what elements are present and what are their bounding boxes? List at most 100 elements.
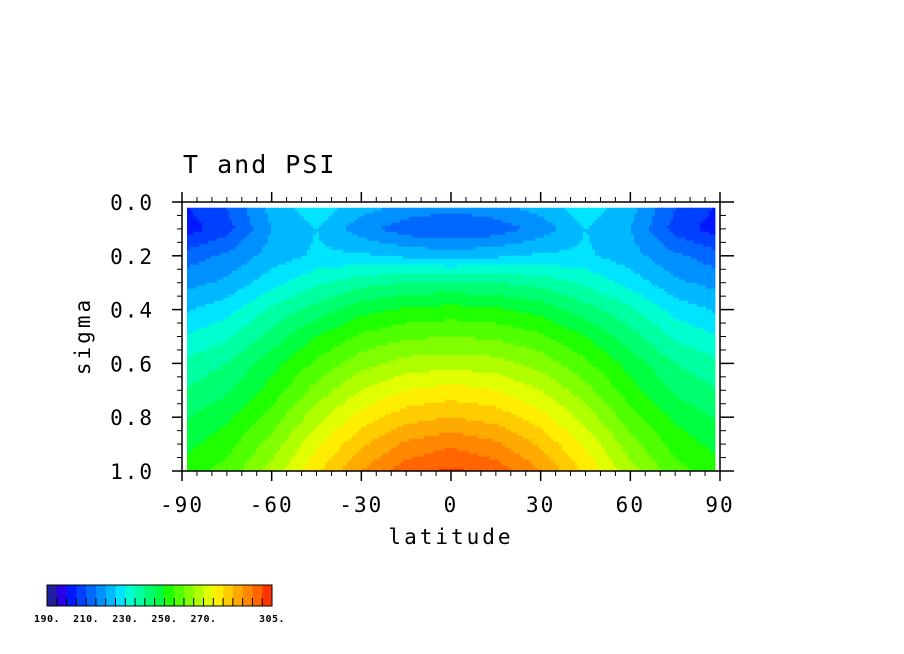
heatmap-cell — [571, 210, 575, 215]
heatmap-cell — [382, 267, 386, 272]
heatmap-cell — [661, 288, 665, 293]
heatmap-cell — [286, 225, 290, 230]
heatmap-cell — [325, 267, 329, 272]
heatmap-cell — [691, 237, 695, 242]
heatmap-cell — [622, 261, 626, 266]
heatmap-cell — [346, 261, 350, 266]
heatmap-cell — [451, 282, 455, 287]
heatmap-cell — [223, 273, 227, 278]
heatmap-cell — [580, 231, 584, 236]
heatmap-cell — [286, 219, 290, 224]
heatmap-cell — [538, 273, 542, 278]
heatmap-cell — [235, 264, 239, 269]
heatmap-cell — [187, 243, 191, 248]
heatmap-cell — [643, 219, 647, 224]
heatmap-cell — [538, 249, 542, 254]
heatmap-cell — [625, 282, 629, 287]
heatmap-cell — [328, 207, 332, 212]
heatmap-cell — [247, 243, 251, 248]
heatmap-cell — [199, 291, 203, 296]
heatmap-cell — [391, 243, 395, 248]
heatmap-cell — [706, 234, 710, 239]
heatmap-cell — [427, 219, 431, 224]
heatmap-cell — [352, 234, 356, 239]
heatmap-cell — [301, 246, 305, 251]
heatmap-cell — [604, 252, 608, 257]
heatmap-cell — [700, 267, 704, 272]
heatmap-cell — [208, 234, 212, 239]
heatmap-cell — [577, 225, 581, 230]
heatmap-cell — [436, 219, 440, 224]
heatmap-cell — [655, 210, 659, 215]
heatmap-cell — [589, 228, 593, 233]
heatmap-cell — [277, 276, 281, 281]
heatmap-cell — [709, 207, 713, 212]
heatmap-cell — [631, 216, 635, 221]
heatmap-cell — [379, 210, 383, 215]
heatmap-cell — [340, 216, 344, 221]
heatmap-cell — [226, 273, 230, 278]
heatmap-cell — [529, 234, 533, 239]
heatmap-cell — [484, 264, 488, 269]
heatmap-cell — [703, 207, 707, 212]
heatmap-cell — [622, 270, 626, 275]
heatmap-cell — [586, 234, 590, 239]
heatmap-cell — [589, 237, 593, 242]
heatmap-cell — [424, 234, 428, 239]
heatmap-cell — [286, 291, 290, 296]
heatmap-cell — [265, 216, 269, 221]
heatmap-cell — [673, 276, 677, 281]
heatmap-cell — [517, 270, 521, 275]
heatmap-cell — [535, 264, 539, 269]
heatmap-cell — [280, 285, 284, 290]
heatmap-cell — [421, 273, 425, 278]
heatmap-cell — [391, 261, 395, 266]
heatmap-cell — [415, 213, 419, 218]
heatmap-cell — [208, 270, 212, 275]
heatmap-cell — [235, 216, 239, 221]
heatmap-cell — [685, 243, 689, 248]
heatmap-cell — [340, 249, 344, 254]
heatmap-cell — [625, 240, 629, 245]
heatmap-cell — [370, 267, 374, 272]
heatmap-cell — [196, 282, 200, 287]
heatmap-cell — [487, 237, 491, 242]
heatmap-cell — [643, 246, 647, 251]
heatmap-cell — [214, 282, 218, 287]
heatmap-cell — [376, 231, 380, 236]
heatmap-cell — [586, 210, 590, 215]
heatmap-cell — [712, 267, 716, 272]
heatmap-cell — [385, 249, 389, 254]
heatmap-cell — [709, 285, 713, 290]
heatmap-cell — [646, 288, 650, 293]
heatmap-cell — [508, 222, 512, 227]
heatmap-cell — [190, 270, 194, 275]
heatmap-cell — [550, 243, 554, 248]
heatmap-cell — [478, 276, 482, 281]
heatmap-cell — [451, 285, 455, 290]
heatmap-cell — [469, 246, 473, 251]
heatmap-cell — [499, 264, 503, 269]
heatmap-cell — [253, 216, 257, 221]
heatmap-cell — [700, 270, 704, 275]
heatmap-cell — [478, 231, 482, 236]
heatmap-cell — [400, 237, 404, 242]
heatmap-cell — [463, 246, 467, 251]
heatmap-cell — [403, 219, 407, 224]
heatmap-cell — [403, 243, 407, 248]
heatmap-cell — [616, 222, 620, 227]
heatmap-cell — [397, 216, 401, 221]
heatmap-cell — [415, 210, 419, 215]
heatmap-cell — [352, 246, 356, 251]
heatmap-cell — [220, 228, 224, 233]
heatmap-cell — [586, 216, 590, 221]
heatmap-cell — [502, 261, 506, 266]
heatmap-cell — [589, 246, 593, 251]
heatmap-cell — [544, 285, 548, 290]
heatmap-cell — [202, 222, 206, 227]
heatmap-cell — [466, 282, 470, 287]
heatmap-cell — [241, 279, 245, 284]
heatmap-cell — [703, 258, 707, 263]
heatmap-cell — [475, 216, 479, 221]
heatmap-cell — [466, 264, 470, 269]
